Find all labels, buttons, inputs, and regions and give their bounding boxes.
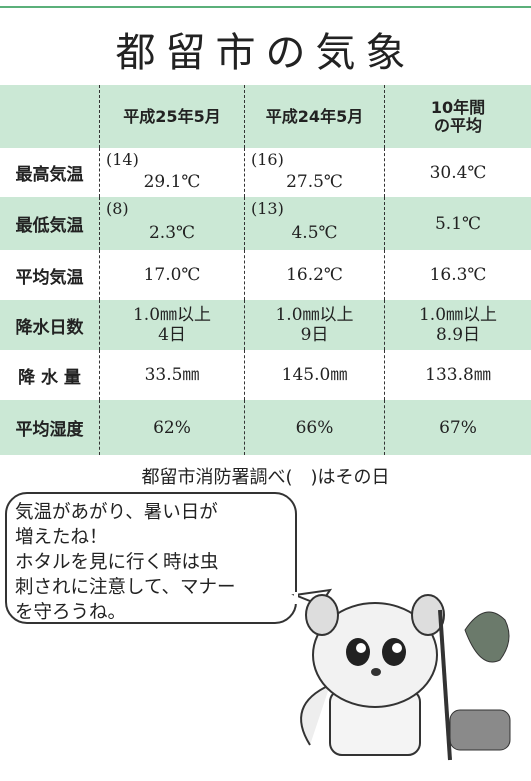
speech-bubble: 気温があがり、暑い日が 増えたね！ ホタルを見に行く時は虫 刺されに注意して、マナーを… [5, 492, 297, 624]
data-cell: 62% [100, 400, 245, 455]
data-cell: 1.0㎜以上 8.9日 [385, 300, 531, 350]
cell-value: 29.1℃ [143, 171, 201, 192]
data-cell: (16) 27.5℃ [245, 148, 385, 197]
data-cell: 67% [385, 400, 531, 455]
data-cell: 16.3℃ [385, 250, 531, 300]
table-row: 最低気温 (8) 2.3℃ (13) 4.5℃ 5.1℃ [0, 197, 531, 250]
mascot [291, 588, 511, 761]
cell-value: 62% [153, 417, 191, 438]
cell-value: 33.5㎜ [144, 365, 200, 385]
cell-value: 30.4℃ [429, 162, 487, 183]
eye-shine [392, 643, 402, 653]
header-cell: 平成24年5月 [245, 85, 385, 148]
cell-note: (13) [251, 199, 284, 218]
cell-note: (16) [251, 150, 284, 169]
cell-value: 4日 [158, 325, 186, 345]
data-cell: 16.2℃ [245, 250, 385, 300]
data-cell: 30.4℃ [385, 148, 531, 197]
data-cell: 133.8㎜ [385, 350, 531, 400]
page-title: 都留市の気象 [115, 30, 416, 76]
header-text: 10年間 [430, 97, 486, 117]
eye-shine [356, 643, 366, 653]
row-label: 最高気温 [0, 148, 100, 197]
table-row: 平均気温 17.0℃ 16.2℃ 16.3℃ [0, 250, 531, 300]
data-cell: 5.1℃ [385, 197, 531, 250]
bubble-tail-join [294, 592, 298, 604]
cell-value: 5.1℃ [434, 213, 482, 234]
staff [438, 609, 452, 761]
cell-value: 1.0㎜以上 [418, 305, 498, 325]
bubble-line: 増えたね！ [15, 527, 108, 548]
header-cell [0, 85, 100, 148]
header-cell: 10年間 の平均 [385, 85, 531, 148]
cell-value: 66% [295, 417, 334, 438]
cell-value: 16.3℃ [429, 265, 487, 285]
nose [371, 668, 381, 676]
cell-value: 27.5℃ [286, 171, 343, 192]
table-row: 降水日数 1.0㎜以上 4日 1.0㎜以上 9日 1.0㎜以上 8.9日 [0, 300, 531, 350]
bubble-line: 気温があがり、暑い日が [15, 502, 218, 523]
row-label: 平均湿度 [0, 400, 100, 455]
data-cell: 145.0㎜ [245, 350, 385, 400]
cell-value: 67% [439, 417, 477, 438]
table-row: 最高気温 (14) 29.1℃ (16) 27.5℃ 30.4℃ [0, 148, 531, 197]
ear [305, 594, 339, 636]
cell-value: 17.0℃ [143, 265, 201, 285]
data-cell: 1.0㎜以上 4日 [100, 300, 245, 350]
head [312, 602, 438, 708]
cell-value: 9日 [300, 325, 329, 345]
header-row: 平成25年5月 平成24年5月 10年間 の平均 [0, 85, 531, 148]
cell-value: 145.0㎜ [281, 365, 348, 385]
data-cell: 66% [245, 400, 385, 455]
bubble-line: 刺されに注意して、マナー [15, 577, 236, 598]
table-row: 平均湿度 62% 66% 67% [0, 400, 531, 455]
data-cell: (8) 2.3℃ [100, 197, 245, 250]
cell-note: (8) [106, 199, 129, 218]
row-label: 平均気温 [0, 250, 100, 300]
table-row: 降 水 量 33.5㎜ 145.0㎜ 133.8㎜ [0, 350, 531, 400]
cell-value: 16.2℃ [286, 265, 343, 285]
cell-value: 133.8㎜ [425, 365, 491, 385]
cell-note: (14) [106, 150, 139, 169]
cell-value: 4.5℃ [291, 222, 338, 243]
header-cell: 平成25年5月 [100, 85, 245, 148]
cow [449, 709, 511, 751]
bubble-line: ホタルを見に行く時は虫 [15, 552, 219, 573]
bubble-line: を守ろうね。 [15, 602, 127, 623]
row-label: 降水日数 [0, 300, 100, 350]
top-rule [0, 6, 531, 8]
cell-value: 1.0㎜以上 [275, 305, 354, 325]
tail [300, 684, 331, 746]
leaves [464, 611, 510, 663]
footnote: 都留市消防署調べ( )はその日 [141, 467, 390, 488]
data-cell: 1.0㎜以上 9日 [245, 300, 385, 350]
row-label: 降 水 量 [0, 350, 100, 400]
weather-table: 平成25年5月 平成24年5月 10年間 の平均 最高気温 (14) 29.1℃ (16) 27… [0, 85, 531, 455]
header-text: 平成24年5月 [265, 106, 364, 126]
data-cell: (14) 29.1℃ [100, 148, 245, 197]
cell-value: 2.3℃ [148, 222, 196, 243]
row-label: 最低気温 [0, 197, 100, 250]
ear [411, 594, 445, 636]
data-cell: (13) 4.5℃ [245, 197, 385, 250]
header-text: の平均 [433, 115, 482, 135]
data-cell: 17.0℃ [100, 250, 245, 300]
cell-value: 1.0㎜以上 [132, 305, 212, 325]
cell-value: 8.9日 [435, 325, 481, 345]
data-cell: 33.5㎜ [100, 350, 245, 400]
header-text: 平成25年5月 [123, 106, 221, 126]
